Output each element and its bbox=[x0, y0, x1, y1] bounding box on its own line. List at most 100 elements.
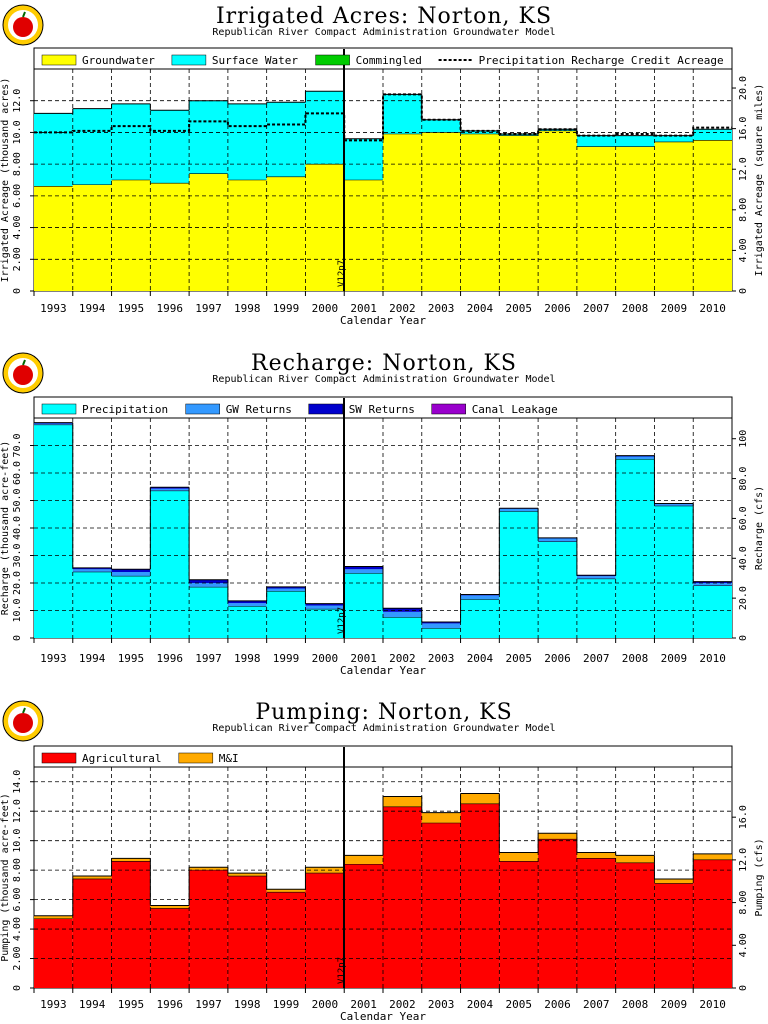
bar-segment bbox=[693, 140, 732, 291]
bar-segment bbox=[499, 135, 539, 291]
y-tick-label: 8.00 bbox=[12, 858, 23, 882]
x-tick-label: 2004 bbox=[467, 302, 494, 315]
y-right-tick-label: 40.0 bbox=[738, 546, 749, 570]
bar-segment bbox=[383, 617, 422, 639]
bar-segment bbox=[266, 889, 306, 893]
bar-segment bbox=[305, 605, 345, 610]
legend-label: Precipitation bbox=[82, 403, 168, 416]
bar-segment bbox=[189, 579, 228, 583]
x-tick-label: 1995 bbox=[118, 652, 145, 665]
y-tick-label: 6.00 bbox=[12, 888, 23, 912]
y-right-tick-label: 20.0 bbox=[738, 76, 749, 100]
bar-segment bbox=[383, 134, 422, 291]
y-right-tick-label: 100 bbox=[738, 430, 749, 448]
x-tick-label: 2005 bbox=[505, 302, 532, 315]
bar-segment bbox=[576, 858, 616, 988]
bar-segment bbox=[460, 599, 500, 638]
y-right-tick-label: 0 bbox=[738, 635, 749, 641]
y-right-tick-label: 80.0 bbox=[738, 467, 749, 491]
x-axis-label: Calendar Year bbox=[340, 1010, 426, 1023]
x-tick-label: 2001 bbox=[350, 302, 377, 315]
y-right-tick-label: 8.00 bbox=[738, 891, 749, 915]
bar-segment bbox=[421, 628, 461, 639]
y-right-tick-label: 4.00 bbox=[738, 933, 749, 957]
y-axis-label: Irrigated Acreage (thousand acres) bbox=[0, 78, 11, 283]
x-tick-label: 2006 bbox=[544, 302, 571, 315]
legend-label: Agricultural bbox=[82, 752, 161, 765]
y-tick-label: 20.0 bbox=[12, 571, 23, 595]
x-tick-label: 1994 bbox=[79, 998, 106, 1011]
bar-segment bbox=[654, 135, 694, 142]
chart-subtitle: Republican River Compact Administration … bbox=[212, 723, 556, 734]
bar-segment bbox=[654, 504, 694, 506]
bar-segment bbox=[189, 870, 228, 988]
bar-segment bbox=[227, 600, 267, 604]
y-tick-label: 2.00 bbox=[12, 247, 23, 271]
x-tick-label: 2003 bbox=[428, 998, 455, 1011]
x-tick-label: 2009 bbox=[661, 652, 688, 665]
chart-title: Irrigated Acres: Norton, KS bbox=[215, 4, 553, 29]
bar-segment bbox=[189, 867, 228, 871]
bar-segment bbox=[421, 822, 461, 988]
bar-segment bbox=[34, 424, 73, 639]
bar-segment bbox=[111, 858, 151, 862]
bar-segment bbox=[576, 852, 616, 859]
x-tick-label: 2005 bbox=[505, 652, 532, 665]
bar-segment bbox=[189, 583, 228, 588]
bar-segment bbox=[421, 132, 461, 291]
x-tick-label: 2002 bbox=[389, 652, 416, 665]
y-tick-label: 4.00 bbox=[12, 917, 23, 941]
bar-segment bbox=[538, 839, 577, 988]
bar-segment bbox=[499, 508, 539, 512]
y-right-tick-label: 12.0 bbox=[738, 848, 749, 872]
y-tick-label: 4.00 bbox=[12, 216, 23, 240]
x-tick-label: 1994 bbox=[79, 302, 106, 315]
bar-segment bbox=[72, 567, 112, 570]
y-right-tick-label: 20.0 bbox=[738, 586, 749, 610]
x-tick-label: 2007 bbox=[583, 652, 610, 665]
x-tick-label: 2001 bbox=[350, 652, 377, 665]
x-tick-label: 1999 bbox=[273, 652, 300, 665]
bar-segment bbox=[111, 861, 151, 988]
x-tick-label: 1999 bbox=[273, 302, 300, 315]
bar-segment bbox=[421, 622, 461, 624]
legend-swatch bbox=[178, 752, 214, 764]
bar-segment bbox=[615, 855, 655, 863]
y-right-axis-label: Recharge (cfs) bbox=[754, 486, 765, 570]
bar-segment bbox=[344, 180, 383, 291]
legend-swatch bbox=[41, 752, 77, 764]
bar-segment bbox=[305, 603, 345, 606]
legend-label: Precipitation Recharge Credit Acreage bbox=[479, 54, 724, 67]
bar-segment bbox=[34, 113, 73, 187]
bar-segment bbox=[344, 855, 383, 865]
bar-segment bbox=[266, 586, 306, 589]
bar-segment bbox=[344, 864, 383, 988]
legend-swatch bbox=[308, 403, 343, 415]
bar-segment bbox=[654, 883, 694, 988]
bar-segment bbox=[693, 859, 732, 988]
x-tick-label: 2002 bbox=[389, 302, 416, 315]
y-tick-label: 50.0 bbox=[12, 488, 23, 512]
y-tick-label: 8.00 bbox=[12, 152, 23, 176]
bar-segment bbox=[693, 583, 732, 586]
y-tick-label: 12.0 bbox=[12, 799, 23, 823]
bar-segment bbox=[538, 833, 577, 840]
x-tick-label: 1998 bbox=[234, 652, 261, 665]
x-tick-label: 1998 bbox=[234, 998, 261, 1011]
bar-segment bbox=[460, 793, 500, 804]
x-tick-label: 2001 bbox=[350, 998, 377, 1011]
bar-segment bbox=[499, 511, 539, 638]
x-tick-label: 1999 bbox=[273, 998, 300, 1011]
x-tick-label: 2009 bbox=[661, 302, 688, 315]
bar-segment bbox=[344, 138, 383, 180]
y-tick-label: 10.0 bbox=[12, 598, 23, 622]
bar-segment bbox=[266, 892, 306, 988]
x-tick-label: 1997 bbox=[195, 998, 222, 1011]
x-tick-label: 1996 bbox=[156, 998, 183, 1011]
bar-segment bbox=[189, 173, 228, 291]
y-tick-label: 70.0 bbox=[12, 433, 23, 457]
bar-segment bbox=[576, 146, 616, 291]
bar-segment bbox=[654, 506, 694, 638]
x-tick-label: 2010 bbox=[699, 302, 726, 315]
